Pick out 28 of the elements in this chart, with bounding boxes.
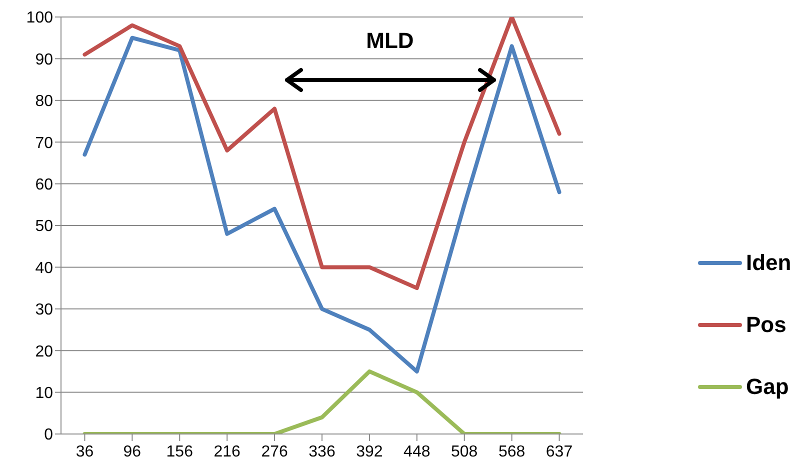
x-tick-label: 392 (356, 443, 383, 460)
x-tick-label: 448 (404, 443, 430, 460)
x-tick-label: 637 (546, 443, 573, 460)
x-tick-label: 156 (166, 443, 194, 460)
y-tick-label: 90 (35, 51, 54, 68)
y-tick-label: 50 (35, 218, 54, 236)
legend-label: Iden (746, 250, 792, 276)
y-tick-label: 0 (44, 426, 54, 444)
y-tick-label: 60 (35, 176, 54, 194)
x-tick-label: 216 (214, 443, 241, 460)
x-tick-label: 36 (76, 443, 94, 460)
legend-label: Pos (746, 312, 786, 338)
y-tick-label: 20 (35, 343, 54, 360)
y-tick-label: 70 (35, 134, 54, 152)
line-series (82, 17, 562, 290)
y-tick-label: 10 (35, 384, 54, 402)
x-tick-label: 276 (261, 443, 288, 460)
x-tick-label: 508 (451, 443, 478, 460)
x-tick-label: 96 (123, 443, 142, 460)
y-tick-label: 30 (35, 302, 54, 319)
y-tick-label: 80 (35, 93, 54, 110)
x-tick-label: 336 (308, 443, 336, 460)
x-tick-label: 568 (498, 443, 526, 460)
y-tick-label: 100 (26, 10, 54, 27)
line-series (82, 369, 562, 434)
annotation: MLD (365, 28, 415, 54)
legend-label: Gap (746, 374, 789, 400)
y-tick-label: 40 (35, 260, 54, 277)
